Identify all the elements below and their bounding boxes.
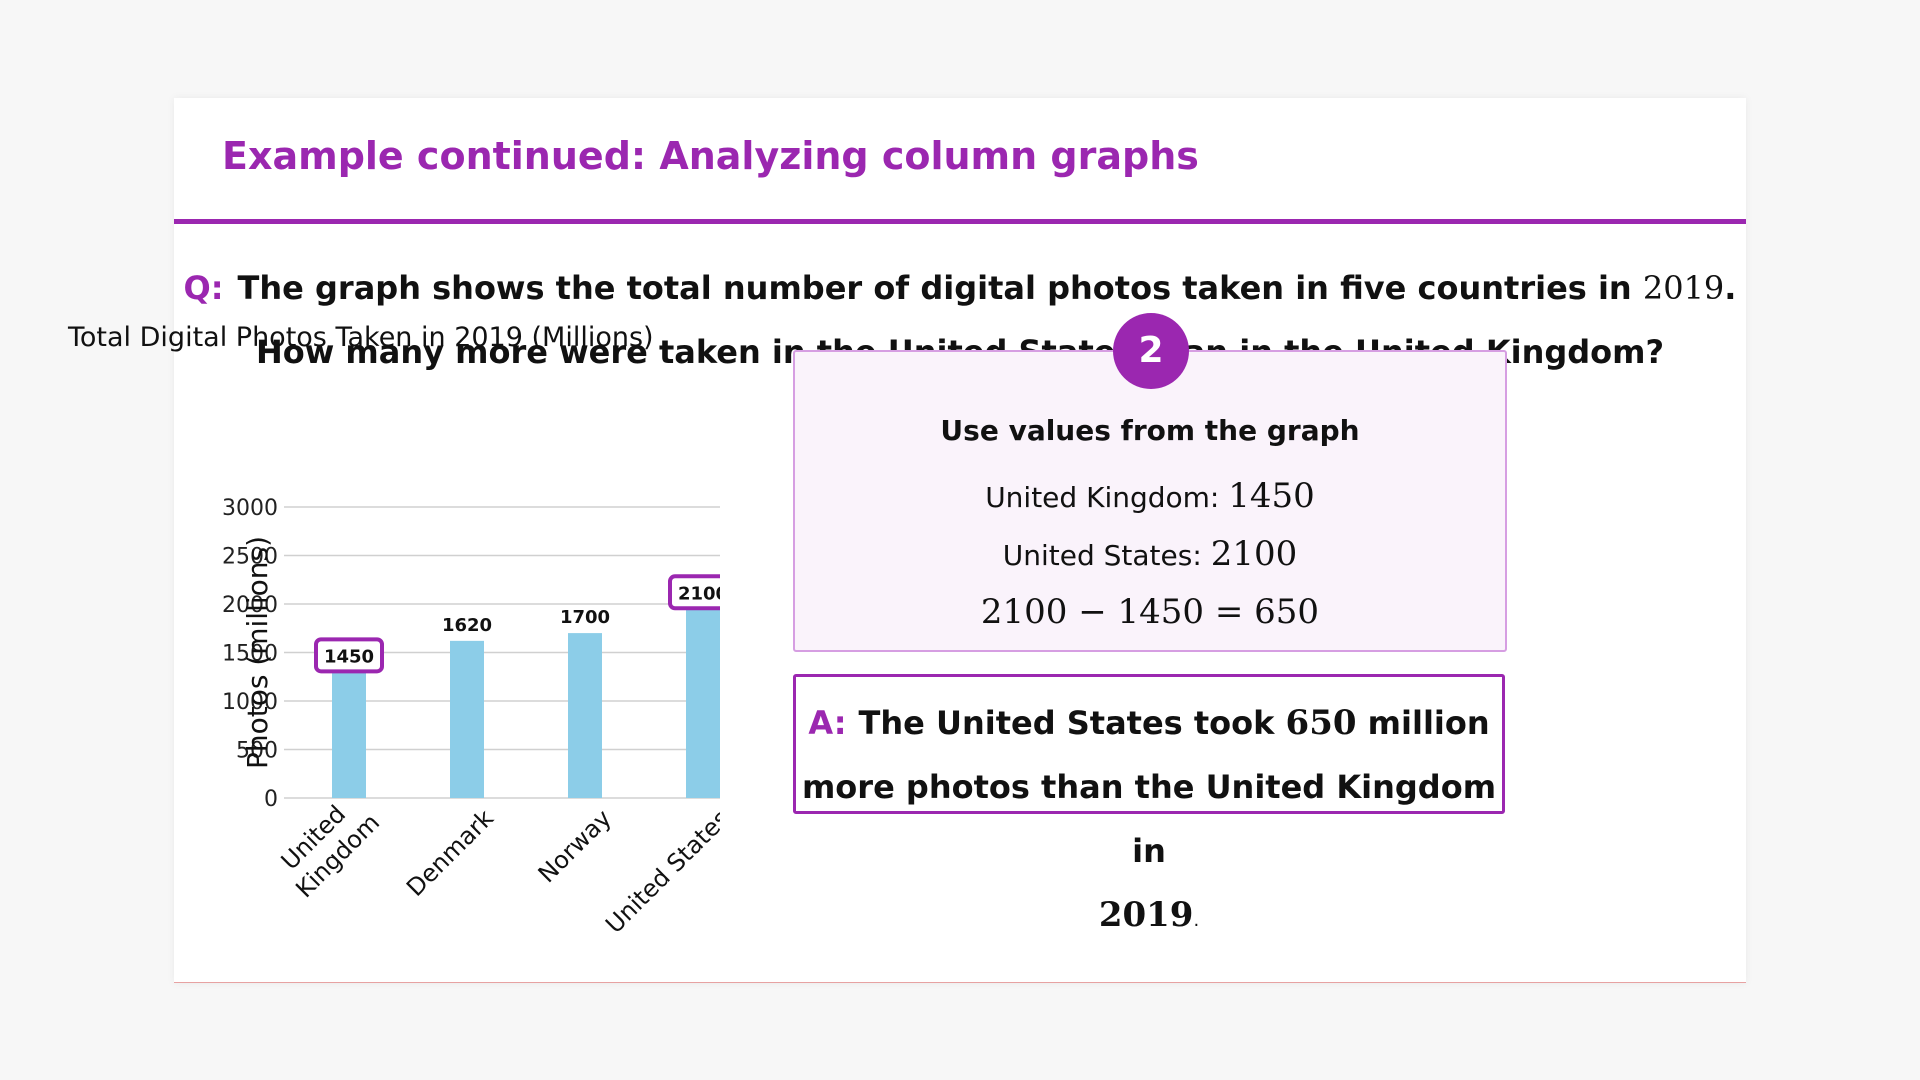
- answer-box: A: The United States took 650 million mor…: [793, 674, 1505, 935]
- y-tick-label: 1000: [222, 690, 278, 715]
- x-tick-label: UnitedKingdom: [269, 787, 385, 903]
- answer-value: 650: [1285, 703, 1357, 743]
- y-tick-label: 0: [264, 787, 278, 812]
- x-tick-label-line: Norway: [533, 804, 617, 888]
- x-tick-label: Norway: [533, 804, 617, 888]
- step-us-line: United States: 2100: [795, 534, 1505, 574]
- bar-value-label: 1700: [560, 607, 610, 628]
- step-uk-label: United Kingdom:: [985, 481, 1220, 514]
- y-tick-label: 2000: [222, 593, 278, 618]
- title-divider: [174, 219, 1746, 224]
- bar: [686, 594, 720, 798]
- y-axis-label: Photos (millions): [241, 536, 274, 769]
- chart-title: Total Digital Photos Taken in 2019 (Mill…: [68, 322, 654, 353]
- step-us-label: United States:: [1002, 539, 1202, 572]
- bar: [450, 640, 484, 798]
- answer-label: A:: [808, 704, 847, 742]
- question-label: Q:: [183, 269, 224, 307]
- answer-text: A: The United States took 650 million mor…: [796, 691, 1502, 953]
- bar-value-label: 2100: [678, 583, 720, 604]
- answer-period: .: [1193, 910, 1200, 931]
- x-tick-label-line: United States: [600, 804, 720, 938]
- column-chart: 0 500 1000 1500 2000 2500 3000 Photos (millions…: [60, 318, 720, 938]
- x-tick-label: Denmark: [401, 804, 499, 902]
- y-tick-label: 500: [236, 739, 278, 764]
- y-tick-label: 1500: [222, 642, 278, 667]
- bar-value-highlight-box: [668, 574, 720, 611]
- bar: [568, 633, 602, 798]
- x-tick-label: United States: [600, 804, 720, 938]
- y-tick-label: 2500: [222, 545, 278, 570]
- question-period: .: [1724, 269, 1737, 307]
- chart-svg: 0 500 1000 1500 2000 2500 3000 Photos (millions…: [222, 496, 720, 938]
- answer-year: 2019: [1098, 895, 1194, 935]
- question-year: 2019: [1642, 269, 1725, 307]
- y-tick-label: 3000: [222, 496, 278, 521]
- step-uk-value: 1450: [1228, 476, 1315, 516]
- answer-line-2: more photos than the United Kingdom in: [801, 768, 1497, 870]
- answer-line-1: A: The United States took 650 million: [796, 691, 1502, 755]
- bar: [332, 657, 366, 798]
- step-number-badge: 2: [1113, 313, 1189, 389]
- bar-value-label: 1620: [442, 615, 492, 636]
- x-tick-label-line: Denmark: [401, 804, 499, 902]
- step-heading: Use values from the graph: [940, 414, 1360, 447]
- step-us-value: 2100: [1210, 534, 1298, 574]
- step-equation: 2100 − 1450 = 650: [980, 592, 1320, 632]
- slide-title: Example continued: Analyzing column grap…: [222, 134, 1199, 178]
- answer-text-1: The United States took: [858, 704, 1275, 742]
- question-line-1: Q: The graph shows the total number of di…: [174, 256, 1746, 320]
- bar-value-highlight-box: [314, 637, 384, 674]
- step-box: Use values from the graph United Kingdom…: [793, 350, 1507, 652]
- step-equation-line: 2100 − 1450 = 650: [795, 592, 1505, 632]
- answer-line-3: 2019.: [796, 883, 1502, 953]
- question-text-1: The graph shows the total number of digi…: [237, 269, 1632, 307]
- bar-value-label: 1450: [324, 646, 374, 667]
- answer-text-2: million: [1367, 704, 1490, 742]
- step-uk-line: United Kingdom: 1450: [795, 476, 1505, 516]
